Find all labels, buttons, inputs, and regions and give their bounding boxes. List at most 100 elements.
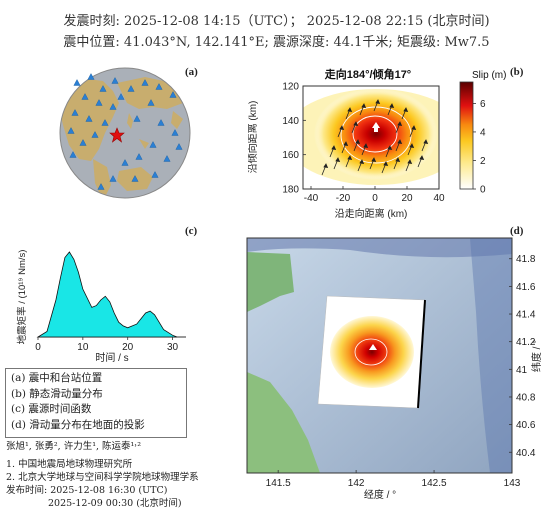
station-triangle-icon — [149, 141, 157, 148]
station-triangle-icon — [81, 93, 89, 100]
epicenter-star-icon — [109, 127, 125, 143]
station-triangle-icon — [163, 155, 171, 162]
affiliation-2: 2. 北京大学地球与空间科学学院地球物理学系 — [6, 472, 199, 483]
station-triangle-icon — [127, 85, 135, 92]
slip-arrowhead — [323, 163, 329, 168]
lat-tick-label: 41.6 — [516, 282, 536, 293]
panel-d-x-label: 经度 / ° — [364, 488, 396, 501]
y-tick-label: 120 — [282, 82, 299, 93]
slip-arrowhead — [407, 159, 413, 164]
colorbar-tick-label: 2 — [480, 156, 486, 167]
panel-d-y-label: 纬度 / ° — [530, 340, 543, 372]
station-triangle-icon — [135, 153, 143, 160]
station-triangle-icon — [79, 139, 87, 146]
panel-b-y-label: 沿倾向距离 (km) — [248, 101, 259, 174]
station-triangle-icon — [131, 175, 139, 182]
map-slip-contour — [354, 338, 388, 366]
stf-x-label: 时间 / s — [95, 351, 128, 364]
panel-c-label: (c) — [185, 225, 198, 237]
slip-arrowhead — [397, 139, 403, 144]
panel-b-x-label: 沿走向距离 (km) — [335, 207, 408, 220]
station-triangle-icon — [67, 127, 75, 134]
station-triangle-icon — [109, 175, 117, 182]
fault-top-edge — [417, 299, 426, 409]
lat-tick-label: 40.4 — [516, 448, 536, 459]
slip-arrowhead — [383, 161, 389, 166]
station-triangle-icon — [69, 151, 77, 158]
lon-tick-label: 142.5 — [422, 478, 447, 489]
x-tick-label: 20 — [401, 193, 413, 204]
x-tick-label: -40 — [304, 193, 319, 204]
slip-colorbar — [459, 81, 474, 190]
slip-arrowhead — [395, 157, 401, 162]
hypocenter-marker — [372, 122, 380, 132]
lat-tick-label: 41.8 — [516, 254, 536, 265]
map-deep-sea — [247, 238, 512, 258]
panel-b-title: 走向184°/倾角17° — [324, 67, 411, 81]
station-triangle-icon — [101, 119, 109, 126]
stf-tick-label: 0 — [35, 342, 41, 353]
lat-tick-label: 40.8 — [516, 392, 536, 403]
slip-arrowhead — [353, 121, 359, 126]
published-utc: 发布时间: 2025-12-08 16:30 (UTC) — [6, 485, 168, 496]
station-triangle-icon — [99, 85, 107, 92]
origin-time-line: 发震时刻: 2025-12-08 14:15（UTC）； 2025-12-08 … — [63, 14, 490, 29]
slip-arrowhead — [403, 107, 409, 112]
station-markers — [67, 73, 183, 190]
map-trench — [470, 238, 512, 473]
x-tick-label: 0 — [372, 193, 378, 204]
colorbar-label: Slip (m) — [472, 70, 506, 81]
map-epicenter-marker — [369, 344, 377, 350]
station-triangle-icon — [109, 103, 117, 110]
x-tick-label: -20 — [336, 193, 351, 204]
map-land-south — [247, 372, 320, 473]
station-triangle-icon — [157, 119, 165, 126]
panel-b-x-ticks: -40 -20 0 20 40 — [304, 186, 445, 204]
colorbar-ticks: 0 2 4 6 — [473, 99, 486, 196]
y-tick-label: 160 — [282, 150, 299, 161]
station-triangle-icon — [141, 79, 149, 86]
legend-item-d: (d) 滑动量分布在地面的投影 — [11, 418, 145, 431]
slip-arrowhead — [347, 107, 353, 112]
location-line: 震中位置: 41.043°N, 142.141°E; 震源深度: 44.1千米;… — [63, 35, 490, 50]
panel-b-frame — [302, 85, 440, 190]
y-tick-label: 140 — [282, 116, 299, 127]
legend-item-b: (b) 静态滑动量分布 — [11, 387, 103, 400]
station-triangle-icon — [85, 115, 93, 122]
slip-arrowhead — [411, 125, 417, 130]
station-triangle-icon — [95, 99, 103, 106]
lat-tick-label: 41.2 — [516, 337, 536, 348]
station-triangle-icon — [73, 79, 81, 86]
authors: 张旭¹, 张勇², 许力生¹, 陈运泰¹˒² — [6, 441, 142, 452]
slip-arrowhead — [347, 155, 353, 160]
slip-arrowhead — [355, 139, 361, 144]
slip-arrowhead — [331, 145, 337, 150]
station-triangle-icon — [133, 115, 141, 122]
station-triangle-icon — [111, 77, 119, 84]
panel-a-label: (a) — [185, 66, 198, 78]
slip-contour-inner — [352, 115, 398, 153]
station-triangle-icon — [97, 183, 105, 190]
station-triangle-icon — [87, 73, 95, 80]
station-triangle-icon — [147, 99, 155, 106]
station-triangle-icon — [155, 83, 163, 90]
colorbar-tick-label: 0 — [480, 185, 486, 196]
station-triangle-icon — [117, 93, 125, 100]
panel-b-y-ticks: 120 140 160 180 — [282, 82, 306, 196]
legend-item-c: (c) 震源时间函数 — [11, 403, 92, 415]
slip-arrowhead — [375, 99, 381, 104]
legend-item-a: (a) 震中和台站位置 — [11, 372, 103, 384]
station-triangle-icon — [121, 159, 129, 166]
slip-arrowhead — [409, 143, 415, 148]
panel-legend: (a) 震中和台站位置 (b) 静态滑动量分布 (c) 震源时间函数 (d) 滑… — [5, 368, 187, 438]
slip-arrowhead — [339, 125, 345, 130]
panel-d-label: (d) — [510, 225, 524, 237]
slip-arrowhead — [343, 141, 349, 146]
source-time-function-panel: 0 10 20 30 时间 / s 地震矩率 / (10¹⁹ Nm/s) — [16, 250, 186, 364]
slip-arrowhead — [419, 155, 425, 160]
slip-arrowhead — [361, 103, 367, 108]
stf-y-label: 地震矩率 / (10¹⁹ Nm/s) — [16, 250, 28, 345]
map-slip-asperity — [330, 316, 414, 388]
station-globe-map — [59, 67, 191, 199]
published-bj: 2025-12-09 00:30 (北京时间) — [48, 498, 182, 509]
